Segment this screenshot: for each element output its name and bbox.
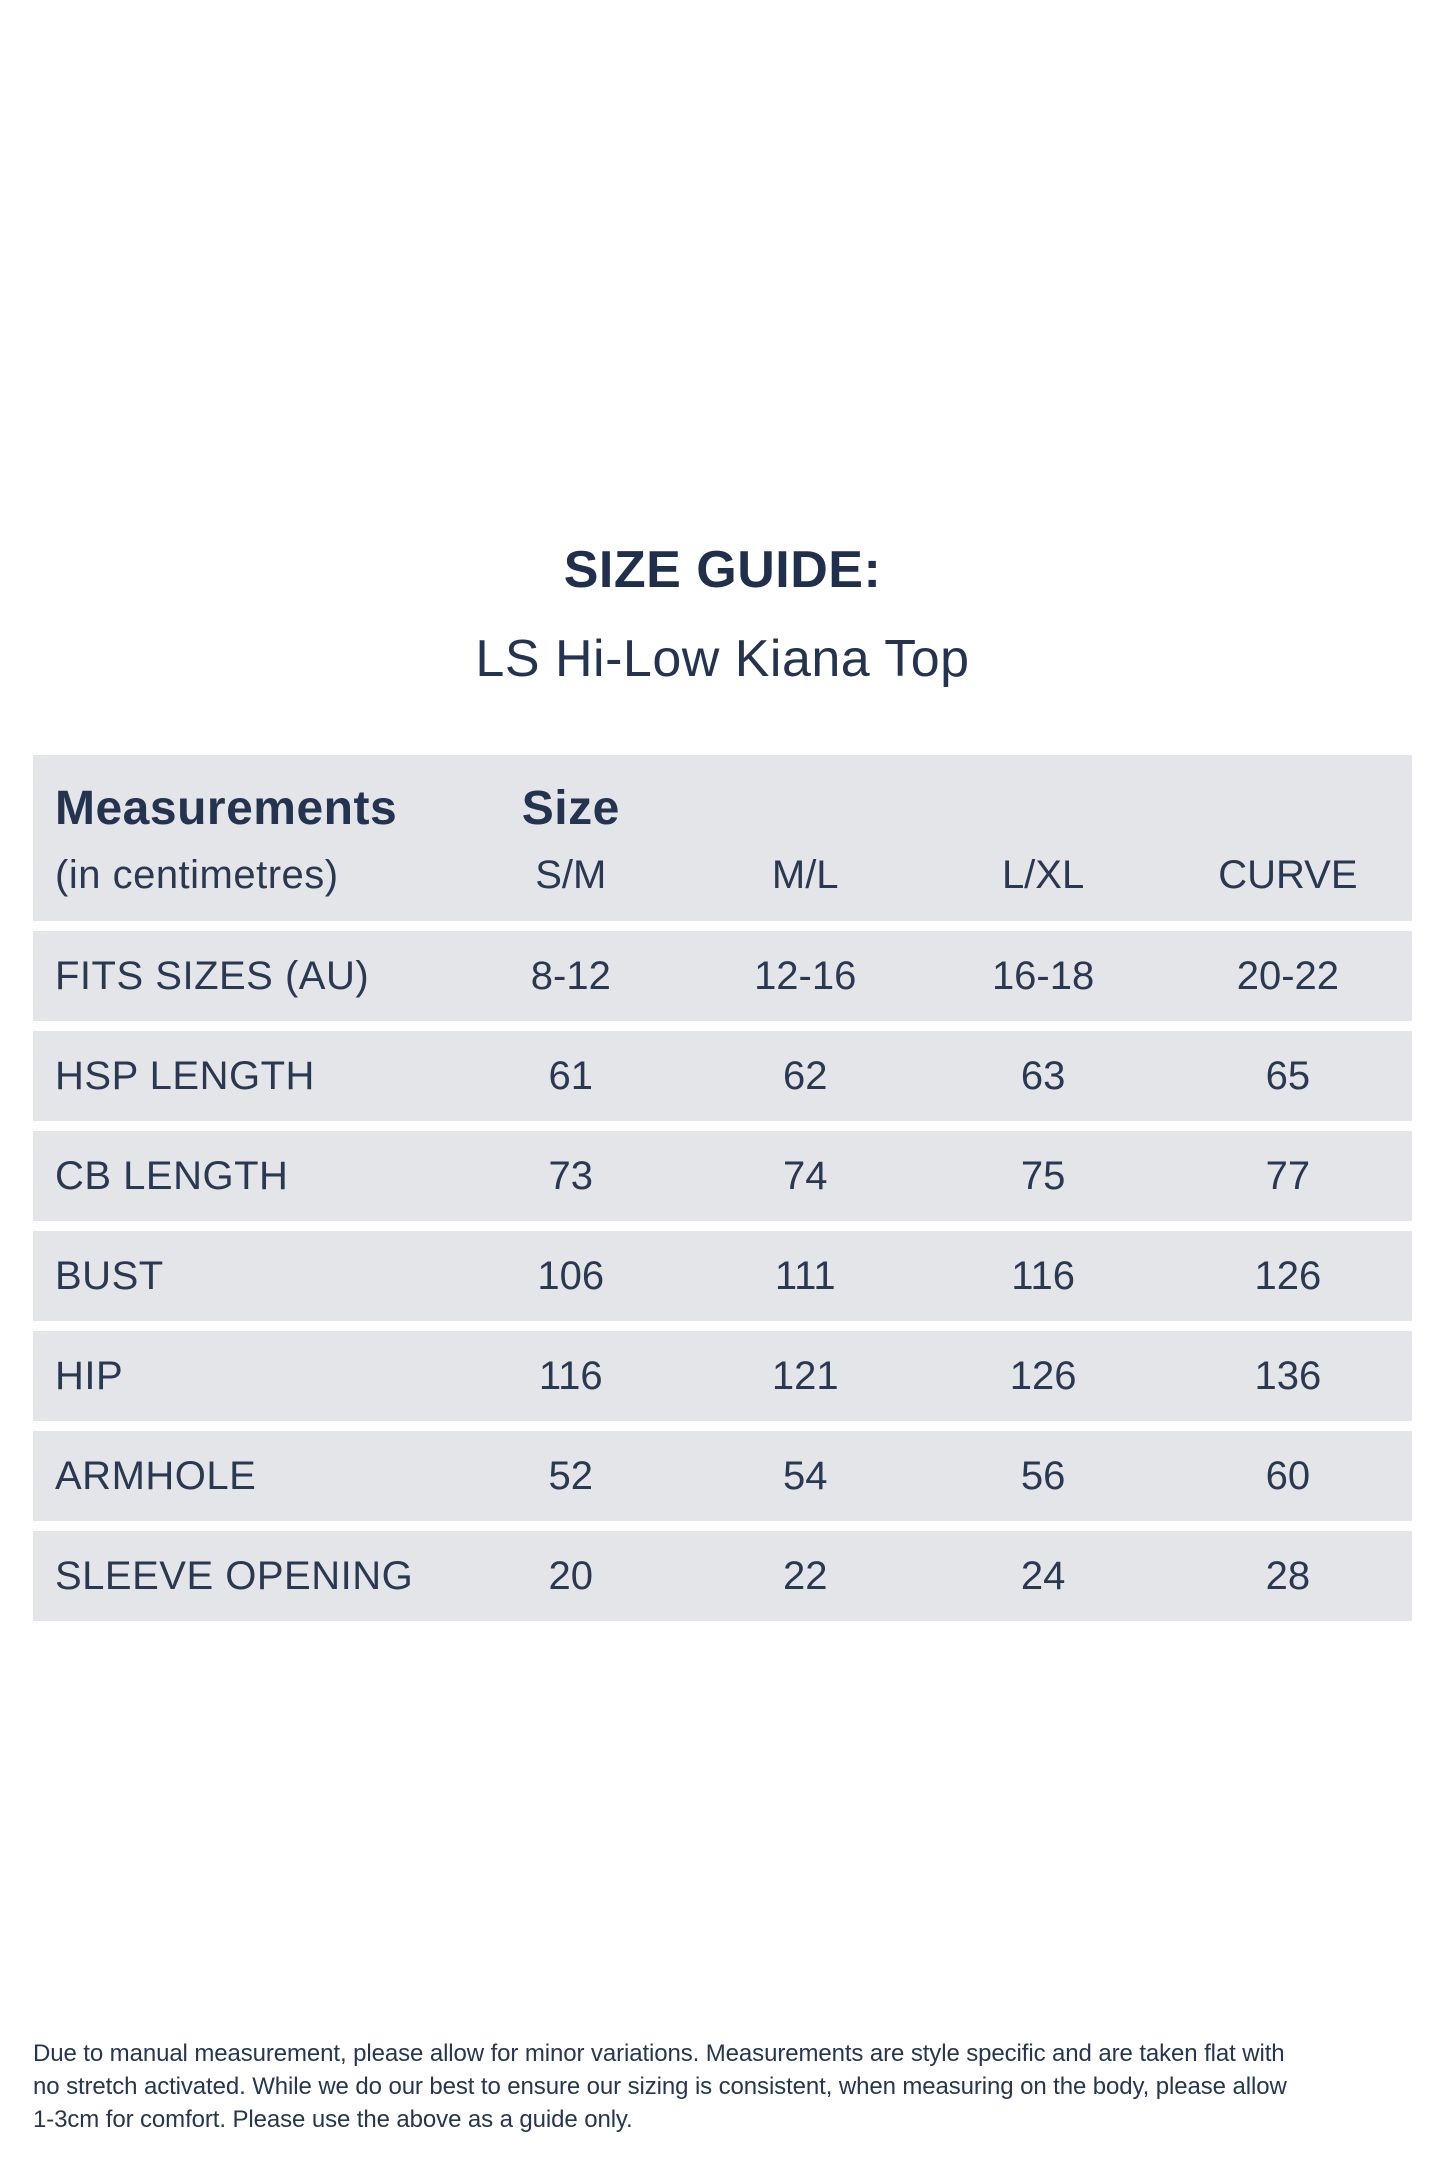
size-value: 77 <box>1265 1153 1311 1198</box>
size-value: 136 <box>1254 1353 1322 1398</box>
row-label: CB LENGTH <box>55 1153 289 1198</box>
size-value: 20-22 <box>1236 953 1340 998</box>
disclaimer-line-3: 1-3cm for comfort. Please use the above … <box>33 2106 633 2133</box>
size-value: 126 <box>1009 1353 1077 1398</box>
size-column-sm: S/M <box>535 853 607 897</box>
table-row-bust: BUST 106 111 116 126 <box>33 1231 1412 1321</box>
size-value: 8-12 <box>530 953 611 998</box>
size-value: 22 <box>782 1553 828 1598</box>
size-value: 65 <box>1265 1053 1311 1098</box>
row-label: FITS SIZES (AU) <box>55 953 370 998</box>
size-value: 12-16 <box>754 953 857 998</box>
disclaimer-line-1: Due to manual measurement, please allow … <box>33 2040 1285 2067</box>
table-row-armhole: ARMHOLE 52 54 56 60 <box>33 1431 1412 1521</box>
size-value: 52 <box>548 1453 594 1498</box>
size-value: 106 <box>537 1253 605 1298</box>
size-value: 121 <box>771 1353 839 1398</box>
size-value: 63 <box>1020 1053 1066 1098</box>
header-size-sm-cell: Size S/M <box>454 755 688 921</box>
table-row-fits-sizes: FITS SIZES (AU) 8-12 12-16 16-18 20-22 <box>33 931 1412 1021</box>
size-value: 116 <box>1011 1253 1075 1298</box>
size-value: 74 <box>782 1153 828 1198</box>
size-value: 73 <box>548 1153 594 1198</box>
product-name: LS Hi-Low Kiana Top <box>475 630 970 688</box>
size-value: 60 <box>1265 1453 1311 1498</box>
disclaimer-line-2: no stretch activated. While we do our be… <box>33 2073 1287 2100</box>
row-label: SLEEVE OPENING <box>55 1553 414 1598</box>
row-label: ARMHOLE <box>55 1453 257 1498</box>
measurements-heading: Measurements <box>55 782 398 835</box>
size-value: 16-18 <box>991 953 1095 998</box>
row-label: HSP LENGTH <box>55 1053 315 1098</box>
table-row-cb-length: CB LENGTH 73 74 75 77 <box>33 1131 1412 1221</box>
row-label: HIP <box>55 1353 124 1398</box>
size-value: 62 <box>782 1053 828 1098</box>
size-value: 24 <box>1020 1553 1066 1598</box>
measurements-unit: (in centimetres) <box>55 853 339 897</box>
size-value: 61 <box>548 1053 594 1098</box>
page-title: SIZE GUIDE: <box>563 541 882 599</box>
table-row-hsp-length: HSP LENGTH 61 62 63 65 <box>33 1031 1412 1121</box>
size-value: 116 <box>538 1353 603 1398</box>
size-value: 56 <box>1020 1453 1066 1498</box>
header-spacer <box>922 783 1163 835</box>
row-label: BUST <box>55 1253 164 1298</box>
header-measurements-cell: Measurements (in centimetres) <box>33 755 454 921</box>
size-column-curve: CURVE <box>1218 853 1358 897</box>
size-value: 111 <box>774 1253 836 1298</box>
header-spacer <box>688 783 922 835</box>
table-row-sleeve-opening: SLEEVE OPENING 20 22 24 28 <box>33 1531 1412 1621</box>
header-size-ml-cell: M/L <box>688 755 922 921</box>
size-value: 126 <box>1254 1253 1322 1298</box>
header-size-lxl-cell: L/XL <box>922 755 1163 921</box>
size-column-ml: M/L <box>771 853 839 897</box>
disclaimer-text: Due to manual measurement, please allow … <box>33 2037 1428 2136</box>
size-heading: Size <box>521 782 620 835</box>
size-table: Measurements (in centimetres) Size S/M M… <box>33 755 1412 1621</box>
size-value: 75 <box>1020 1153 1066 1198</box>
header-size-curve-cell: CURVE <box>1164 755 1412 921</box>
table-header-row: Measurements (in centimetres) Size S/M M… <box>33 755 1412 921</box>
header-spacer <box>1164 783 1412 835</box>
size-column-lxl: L/XL <box>1001 853 1085 897</box>
size-value: 20 <box>548 1553 594 1598</box>
size-value: 28 <box>1265 1553 1311 1598</box>
size-value: 54 <box>782 1453 828 1498</box>
table-row-hip: HIP 116 121 126 136 <box>33 1331 1412 1421</box>
